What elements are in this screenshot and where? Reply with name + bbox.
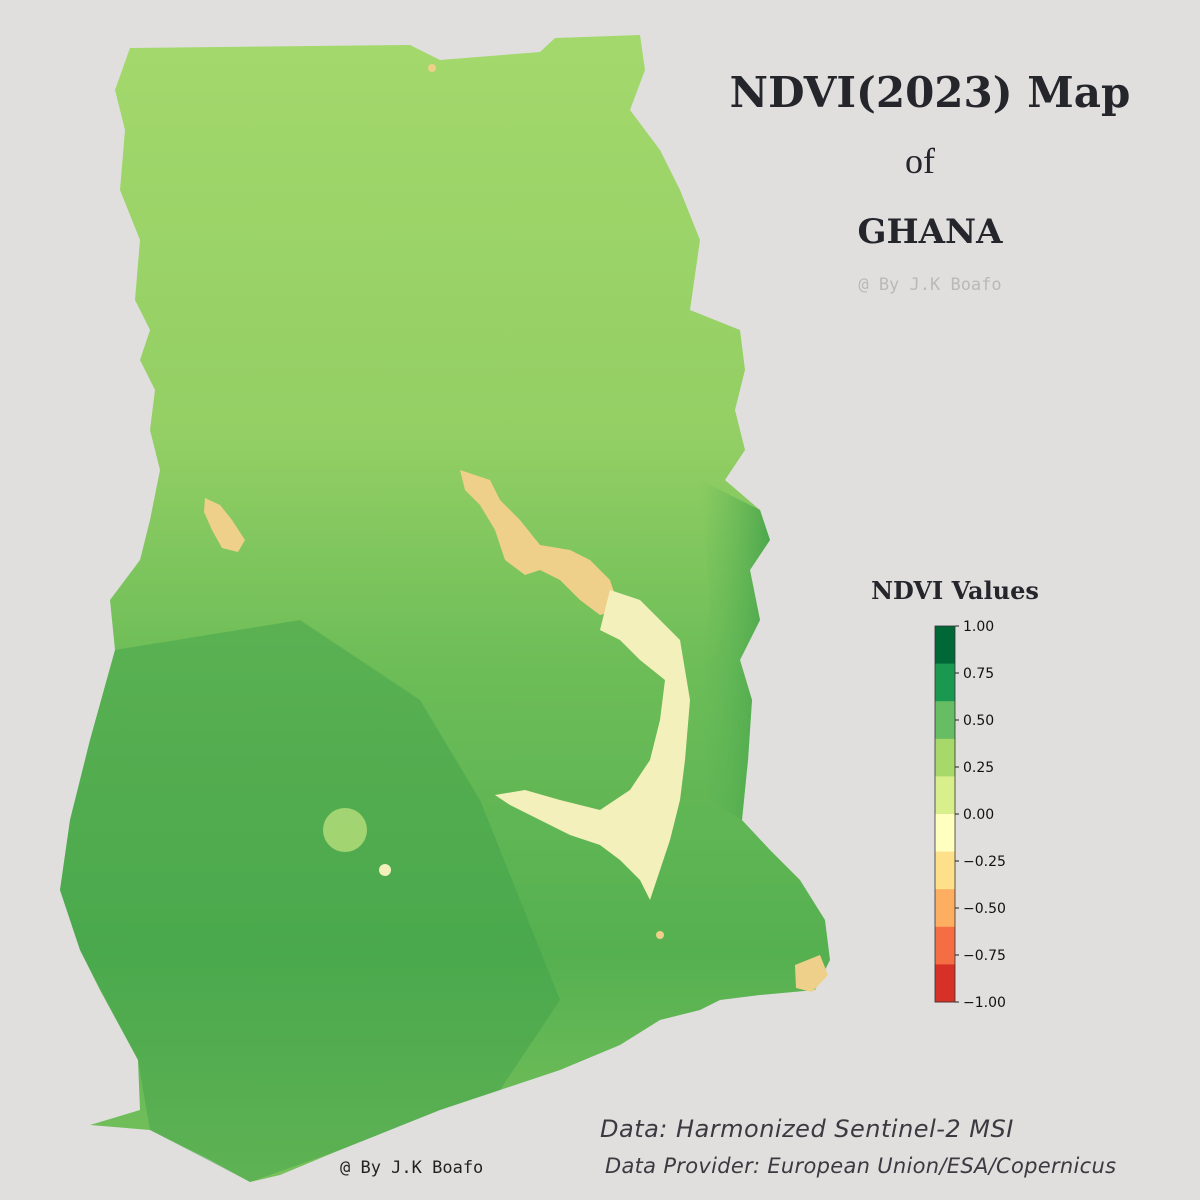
colorbar-tick-label: 0.00 [963,807,994,823]
ndvi-colorbar: 1.00 0.75 0.50 0.25 0.00 −0.25 −0.50 −0.75 −1.00 [934,620,1006,1010]
country-shape [60,35,830,1182]
north-spot [428,64,436,72]
colorbar-band [935,701,955,740]
coastal-lagoon [795,955,828,992]
colorbar-tick-label: 0.75 [963,666,994,682]
colorbar-tick-label: −0.25 [963,854,1006,870]
data-source-credit: Data: Harmonized Sentinel-2 MSI [600,1115,1014,1143]
western-reservoir [204,498,245,552]
colorbar-band [935,626,955,665]
map-title-of: of [905,141,935,181]
bottom-author-credit: @ By J.K Boafo [340,1158,484,1178]
colorbar-tick-label: −1.00 [963,995,1006,1010]
southwest-forest [60,620,560,1182]
title-author-credit: @ By J.K Boafo [858,275,1002,295]
lake-bosomtwe [379,864,391,876]
colorbar-band [935,851,955,890]
colorbar-band [935,663,955,702]
data-provider-credit: Data Provider: European Union/ESA/Copern… [605,1154,1117,1178]
map-title: NDVI(2023) Map [729,68,1131,117]
colorbar-tick-label: 1.00 [963,620,994,635]
colorbar-band [935,889,955,928]
coast-spot [656,931,664,939]
volta-lake-south [495,590,690,900]
map-title-country: GHANA [857,212,1003,252]
colorbar-band [935,738,955,777]
colorbar-band [935,926,955,965]
colorbar-band [935,964,955,1003]
eastern-forest [700,480,770,820]
colorbar-tick-label: 0.25 [963,760,994,776]
volta-lake [460,470,620,615]
colorbar-band [935,814,955,853]
kumasi-urban [323,808,367,852]
colorbar-band [935,776,955,815]
colorbar-tick-label: −0.50 [963,901,1006,917]
legend-title: NDVI Values [871,576,1039,605]
colorbar-tick-label: 0.50 [963,713,994,729]
colorbar-tick-label: −0.75 [963,948,1006,964]
